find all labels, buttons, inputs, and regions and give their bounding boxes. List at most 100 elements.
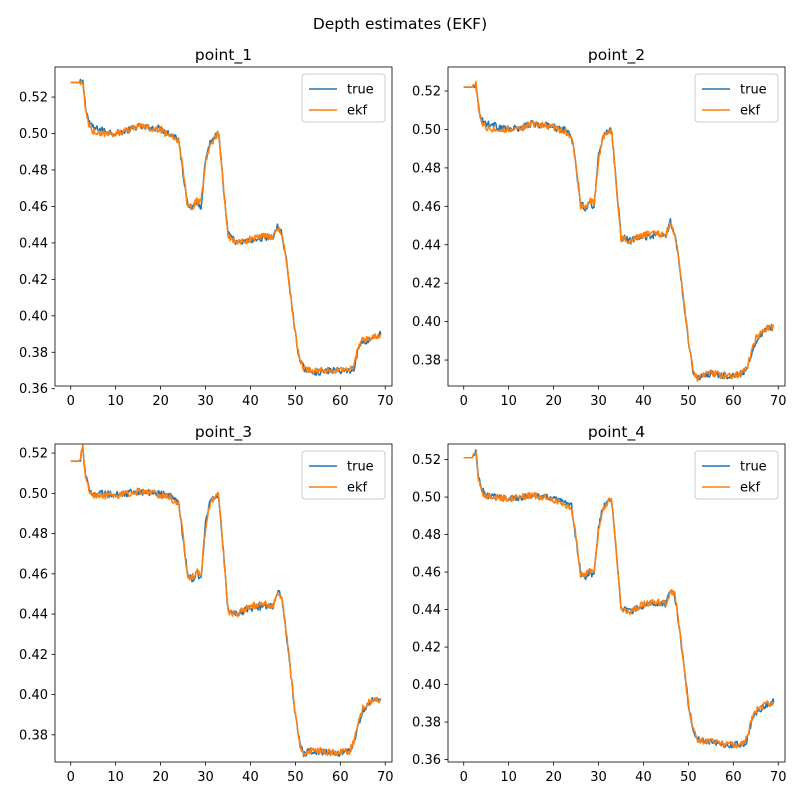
x-tick-label: 60	[725, 770, 742, 785]
y-tick-label: 0.40	[19, 688, 48, 703]
y-tick-label: 0.50	[19, 127, 48, 142]
legend-label: true	[740, 460, 767, 475]
x-tick-label: 50	[287, 770, 304, 785]
legend-box	[694, 73, 779, 123]
subplot-title: point_2	[588, 46, 645, 65]
x-tick-label: 20	[152, 770, 169, 785]
x-tick-label: 30	[197, 770, 214, 785]
legend-box	[301, 450, 386, 500]
legend: true ekf	[301, 450, 386, 500]
series-line-ekf	[463, 80, 775, 382]
y-tick-label: 0.36	[19, 382, 48, 397]
y-tick-label: 0.38	[19, 728, 48, 743]
legend-label: ekf	[347, 104, 368, 119]
legend-label: true	[347, 83, 374, 98]
subplot-4: point_4 0 10 20 30 40 50 60 70 0.36 0.38 0.40 0.42 0.…	[412, 423, 786, 785]
y-tick-label: 0.46	[19, 200, 48, 215]
x-tick-label: 20	[545, 394, 562, 409]
y-tick-label: 0.40	[412, 678, 441, 693]
subplot-3: point_3 0 10 20 30 40 50 60 70 0.38 0.40 0.42 0.44 0.…	[19, 423, 393, 785]
x-tick-label: 30	[197, 394, 214, 409]
legend-box	[694, 450, 779, 500]
y-tick-label: 0.44	[412, 603, 441, 618]
x-tick-label: 10	[107, 770, 124, 785]
x-tick-label: 40	[242, 770, 259, 785]
subplot-title: point_3	[195, 423, 252, 442]
x-tick-label: 70	[770, 770, 787, 785]
x-tick-label: 20	[545, 770, 562, 785]
y-tick-label: 0.52	[412, 453, 441, 468]
x-tick-label: 40	[635, 770, 652, 785]
y-tick-label: 0.50	[19, 487, 48, 502]
y-tick-label: 0.46	[412, 200, 441, 215]
subplot-title: point_1	[195, 46, 252, 65]
x-tick-label: 10	[107, 394, 124, 409]
y-tick-label: 0.52	[19, 91, 48, 106]
series-line-ekf	[70, 444, 382, 757]
series-group	[70, 444, 382, 758]
axes-frame	[54, 443, 393, 763]
legend: true ekf	[301, 73, 386, 123]
axes-frame	[447, 443, 786, 763]
x-tick-label: 10	[500, 770, 517, 785]
x-tick-label: 50	[287, 394, 304, 409]
x-tick-label: 20	[152, 394, 169, 409]
y-tick-label: 0.46	[19, 567, 48, 582]
x-tick-label: 0	[67, 770, 75, 785]
y-tick-label: 0.38	[412, 716, 441, 731]
subplot-title: point_4	[588, 423, 645, 442]
y-tick-label: 0.48	[412, 528, 441, 543]
y-tick-label: 0.42	[19, 273, 48, 288]
y-tick-label: 0.44	[412, 238, 441, 253]
y-tick-label: 0.38	[19, 346, 48, 361]
x-tick-label: 60	[332, 394, 349, 409]
y-tick-label: 0.48	[412, 161, 441, 176]
x-tick-label: 70	[770, 394, 787, 409]
y-tick-label: 0.46	[412, 566, 441, 581]
x-tick-label: 50	[680, 394, 697, 409]
x-tick-label: 40	[635, 394, 652, 409]
y-tick-label: 0.36	[412, 753, 441, 768]
y-tick-label: 0.50	[412, 123, 441, 138]
legend-box	[301, 73, 386, 123]
legend-label: ekf	[740, 104, 761, 119]
x-tick-label: 50	[680, 770, 697, 785]
series-group	[70, 78, 382, 376]
y-tick-label: 0.52	[19, 447, 48, 462]
x-tick-label: 60	[725, 394, 742, 409]
y-tick-label: 0.38	[412, 354, 441, 369]
subplot-grid: point_1 0 10 20 30 40 50 60 70 0.36 0.38 0.40 0.42 0.…	[19, 46, 786, 785]
x-tick-label: 10	[500, 394, 517, 409]
y-tick-label: 0.40	[412, 315, 441, 330]
legend-label: true	[347, 460, 374, 475]
legend: true ekf	[694, 73, 779, 123]
x-tick-label: 0	[460, 770, 468, 785]
y-tick-label: 0.40	[19, 309, 48, 324]
x-tick-label: 30	[590, 770, 607, 785]
series-group	[463, 80, 775, 382]
y-tick-label: 0.42	[412, 277, 441, 292]
y-tick-label: 0.48	[19, 163, 48, 178]
legend-label: ekf	[347, 481, 368, 496]
y-tick-label: 0.42	[412, 641, 441, 656]
figure-title: Depth estimates (EKF)	[313, 15, 487, 33]
legend-label: true	[740, 83, 767, 98]
x-tick-label: 60	[332, 770, 349, 785]
y-tick-label: 0.42	[19, 648, 48, 663]
series-line-ekf	[463, 451, 775, 749]
y-tick-label: 0.50	[412, 491, 441, 506]
legend-label: ekf	[740, 481, 761, 496]
y-tick-label: 0.52	[412, 85, 441, 100]
x-tick-label: 0	[460, 394, 468, 409]
y-tick-label: 0.44	[19, 608, 48, 623]
axes-frame	[54, 66, 393, 387]
y-tick-label: 0.48	[19, 527, 48, 542]
x-tick-label: 70	[377, 770, 394, 785]
series-line-ekf	[70, 80, 382, 375]
y-tick-label: 0.44	[19, 236, 48, 251]
axes-frame	[447, 66, 786, 387]
subplot-1: point_1 0 10 20 30 40 50 60 70 0.36 0.38 0.40 0.42 0.…	[19, 46, 393, 409]
x-tick-label: 40	[242, 394, 259, 409]
